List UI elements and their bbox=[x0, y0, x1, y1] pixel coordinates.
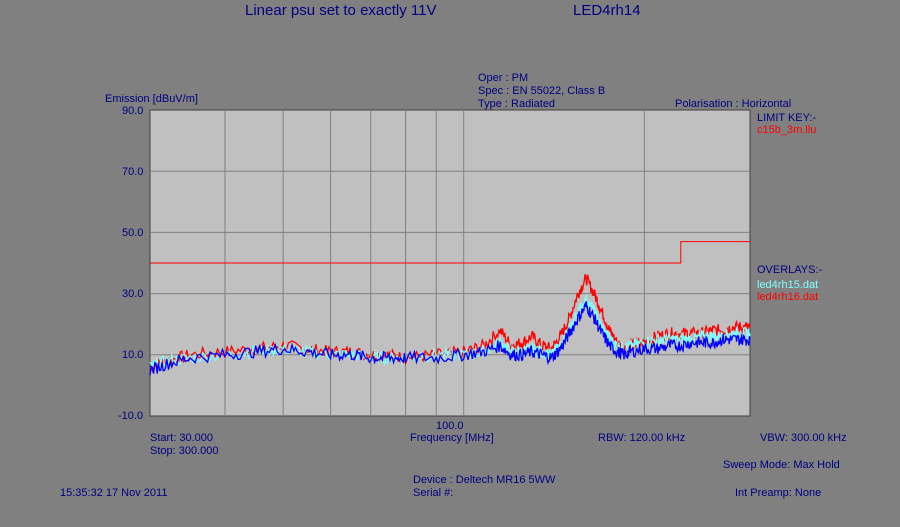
spec-label: Spec : EN 55022, Class B bbox=[478, 85, 606, 97]
serial-label: Serial #: bbox=[413, 487, 454, 499]
int-preamp-label: Int Preamp: None bbox=[735, 487, 822, 499]
y-axis-label: Emission [dBuV/m] bbox=[105, 93, 198, 105]
start-frequency: Start: 30.000 bbox=[150, 432, 213, 444]
type-label: Type : Radiated bbox=[478, 98, 556, 110]
limit-key-title: LIMIT KEY:- bbox=[757, 112, 817, 124]
vbw-label: VBW: 300.00 kHz bbox=[760, 432, 847, 444]
overlay-1-label: led4rh15.dat bbox=[757, 279, 819, 291]
polarisation-label: Polarisation : Horizontal bbox=[675, 98, 792, 110]
sweep-mode-label: Sweep Mode: Max Hold bbox=[723, 459, 840, 471]
overlay-2-label: led4rh16.dat bbox=[757, 291, 819, 303]
device-label: Device : Deltech MR16 5WW bbox=[413, 474, 556, 486]
overlays-title: OVERLAYS:- bbox=[757, 264, 823, 276]
run-name: LED4rh14 bbox=[573, 2, 641, 19]
series-layer bbox=[149, 273, 751, 376]
chart-title: Linear psu set to exactly 11V bbox=[245, 2, 437, 19]
series-line-3 bbox=[149, 301, 751, 376]
stop-frequency: Stop: 300.000 bbox=[150, 445, 219, 457]
limit-line bbox=[150, 241, 750, 264]
limit-layer bbox=[150, 241, 750, 264]
rbw-label: RBW: 120.00 kHz bbox=[598, 432, 686, 444]
oper-label: Oper : PM bbox=[478, 72, 529, 84]
y-tick-label: 30.0 bbox=[122, 288, 144, 300]
y-tick-label: -10.0 bbox=[118, 410, 144, 422]
y-tick-label: 50.0 bbox=[122, 227, 144, 239]
limit-file-label: c15b_3m.llu bbox=[757, 124, 817, 136]
x-tick-label: 100.0 bbox=[436, 420, 464, 432]
x-axis-label: Frequency [MHz] bbox=[410, 432, 494, 444]
y-tick-label: 10.0 bbox=[122, 349, 144, 361]
y-tick-label: 70.0 bbox=[122, 166, 144, 178]
y-tick-label: 90.0 bbox=[122, 105, 144, 117]
timestamp: 15:35:32 17 Nov 2011 bbox=[60, 487, 168, 499]
